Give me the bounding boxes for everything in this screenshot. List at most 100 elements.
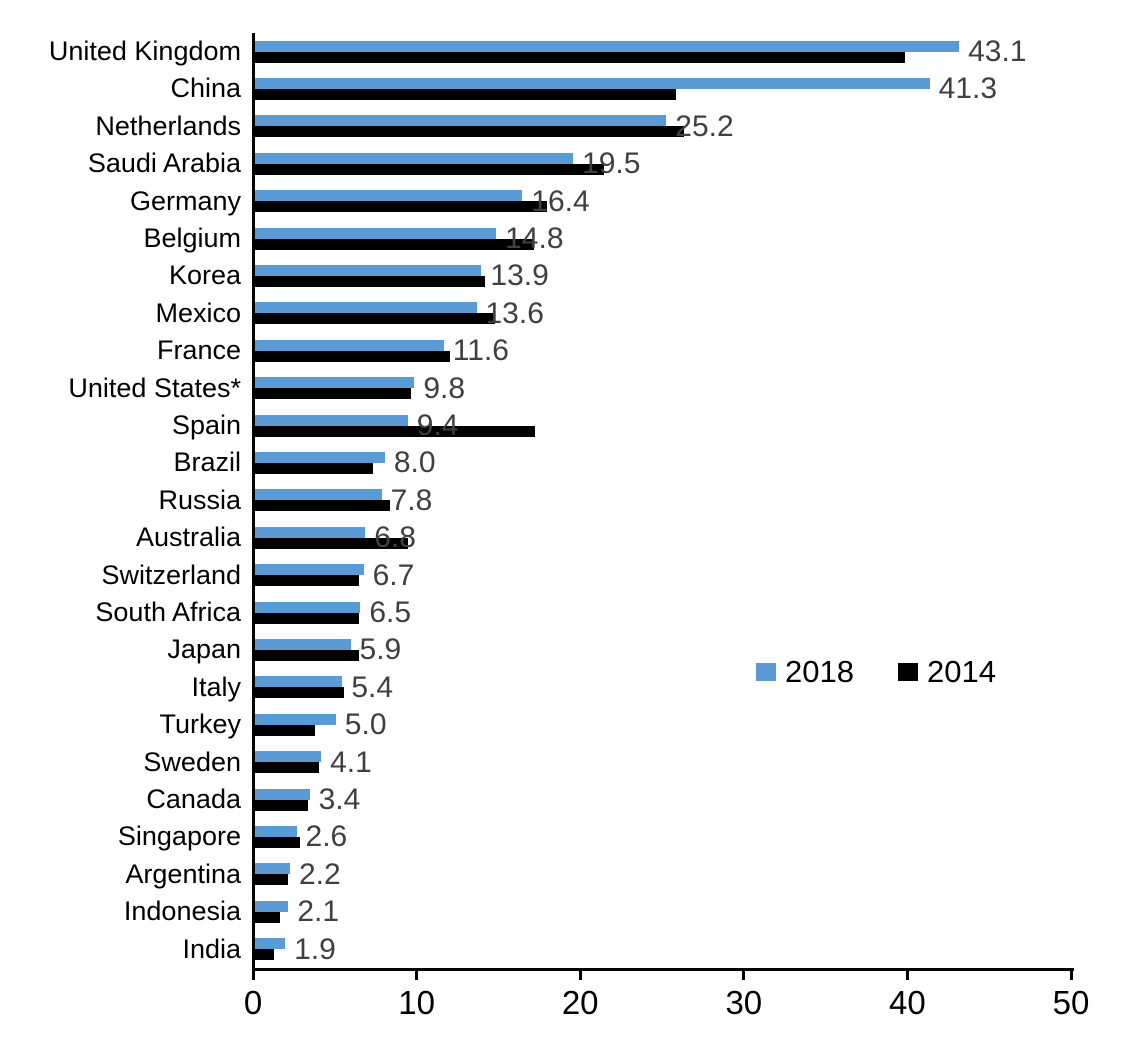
y-axis-line [252, 33, 255, 971]
value-label: 8.0 [393, 446, 436, 480]
value-label: 25.2 [675, 109, 734, 143]
value-label: 14.8 [505, 222, 564, 255]
value-label: 41.3 [938, 72, 998, 106]
bar-2014 [254, 724, 315, 736]
legend-item-2018: 2018 [756, 654, 854, 690]
legend-label: 2014 [926, 654, 996, 689]
category-label: Argentina [125, 858, 241, 889]
bar-2018 [254, 190, 523, 202]
value-label: 9.8 [423, 371, 466, 405]
chart-row: Netherlands 25.2 [0, 108, 1123, 145]
bar-2018 [254, 78, 930, 90]
bar-2014 [254, 51, 906, 63]
bar-2014 [254, 500, 390, 512]
x-axis-tick-label: 50 [1052, 984, 1090, 1021]
bar-2014 [254, 612, 359, 624]
bar-2018 [254, 601, 361, 613]
category-label: Spain [171, 410, 241, 440]
value-label: 4.1 [330, 745, 372, 779]
x-axis-tick-label: 0 [243, 984, 263, 1021]
x-axis-tick-label: 20 [561, 984, 599, 1021]
bar-2014 [254, 537, 408, 549]
bar-2014 [254, 201, 547, 213]
bar-2018 [254, 938, 286, 950]
chart-row: Brazil 8.0 [0, 444, 1123, 481]
category-label: Belgium [143, 223, 241, 253]
bar-2018 [254, 489, 382, 501]
chart-row: South Africa 6.5 [0, 594, 1123, 631]
chart-row: Sweden 4.1 [0, 744, 1123, 781]
category-label: Indonesia [123, 896, 241, 927]
value-label: 9.4 [416, 409, 459, 442]
value-label: 11.6 [452, 334, 509, 368]
value-label: 6.7 [372, 558, 415, 592]
chart-row: United States* 9.8 [0, 370, 1123, 407]
value-label: 1.9 [294, 932, 336, 966]
chart-row: Mexico 13.6 [0, 295, 1123, 332]
value-label: 13.9 [490, 259, 549, 293]
category-label: United States* [68, 372, 241, 403]
category-label: Germany [129, 185, 241, 216]
bar-2018 [254, 751, 322, 763]
bar-2018 [254, 526, 366, 538]
chart-row: Argentina 2.2 [0, 856, 1123, 893]
category-label: Mexico [155, 297, 241, 328]
x-axis-tick [742, 971, 746, 980]
category-label: Saudi Arabia [87, 148, 241, 179]
category-label: Japan [167, 634, 241, 665]
value-label: 6.5 [369, 596, 412, 629]
bar-2018 [254, 414, 408, 426]
value-label: 6.8 [374, 521, 416, 555]
x-axis-tick [251, 971, 255, 980]
bar-2014 [254, 238, 534, 250]
bar-2014 [254, 350, 451, 362]
bar-2018 [254, 377, 415, 389]
value-label: 19.5 [582, 147, 641, 181]
x-axis-tick-label: 30 [725, 984, 763, 1021]
value-label: 43.1 [968, 35, 1027, 68]
chart-row: Italy 5.4 [0, 669, 1123, 706]
chart-row: Singapore 2.6 [0, 818, 1123, 855]
category-label: Korea [168, 260, 241, 291]
value-label: 5.9 [359, 633, 402, 667]
x-axis-tick [905, 971, 909, 980]
x-axis-line [252, 968, 1074, 971]
legend: 2018 2014 [756, 654, 996, 690]
chart-row: Spain 9.4 [0, 407, 1123, 444]
bar-2018 [254, 115, 667, 127]
legend-label: 2018 [785, 654, 854, 689]
chart-row: Russia 7.8 [0, 482, 1123, 519]
category-label: United Kingdom [48, 36, 241, 66]
bar-2014 [254, 799, 308, 811]
bar-2014 [254, 874, 289, 886]
bar-2018 [254, 152, 573, 164]
value-label: 3.4 [318, 783, 361, 816]
value-label: 5.4 [351, 670, 394, 704]
bar-2018 [254, 826, 297, 838]
bar-2014 [254, 425, 536, 437]
legend-swatch-2018 [756, 663, 776, 681]
value-label: 5.0 [344, 708, 387, 742]
chart-row: Turkey 5.0 [0, 706, 1123, 743]
bar-2014 [254, 89, 677, 101]
bar-2018 [254, 676, 343, 688]
chart-row: France 11.6 [0, 332, 1123, 369]
x-axis-tick [1069, 971, 1073, 980]
value-label: 2.2 [298, 857, 341, 891]
bar-2014 [254, 313, 495, 325]
bar-2014 [254, 650, 359, 662]
chart-row: Germany 16.4 [0, 183, 1123, 220]
bar-2018 [254, 900, 289, 912]
chart-row: Canada 3.4 [0, 781, 1123, 818]
chart-row: Indonesia 2.1 [0, 893, 1123, 930]
category-label: France [156, 335, 241, 366]
bar-2018 [254, 564, 364, 576]
category-label: South Africa [95, 597, 241, 627]
legend-swatch-2014 [897, 663, 918, 681]
bar-2014 [254, 163, 605, 175]
chart-row: Saudi Arabia 19.5 [0, 145, 1123, 182]
category-label: Russia [158, 484, 241, 515]
category-label: Sweden [143, 746, 241, 777]
bar-2018 [254, 713, 336, 725]
